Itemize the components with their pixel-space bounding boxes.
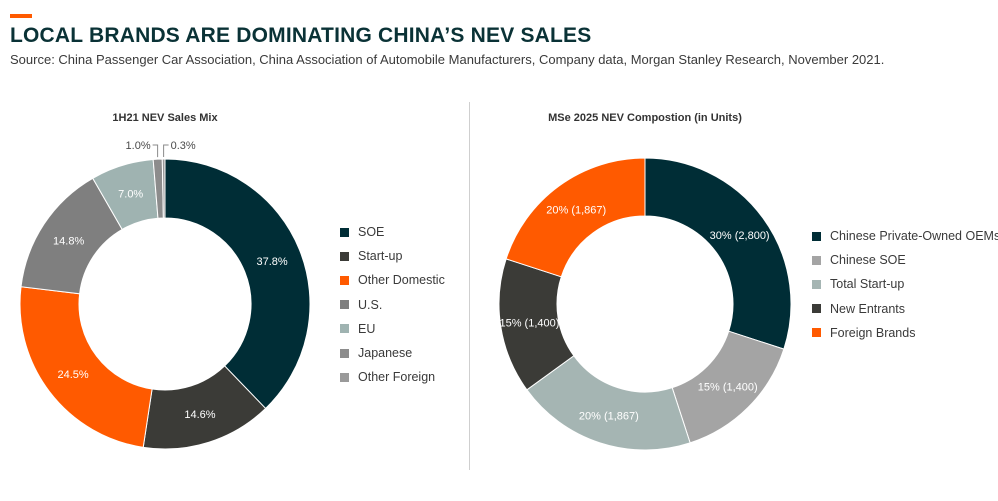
legend-swatch bbox=[812, 279, 821, 289]
data-label-japanese: 1.0% bbox=[126, 140, 151, 152]
legend-label: SOE bbox=[358, 225, 385, 240]
donut-slice-chinese-private-owned-oems bbox=[644, 157, 792, 350]
legend-item-soe: SOE bbox=[340, 220, 445, 244]
legend-swatch bbox=[340, 275, 349, 285]
data-label-new-entrants: 15% (1,400) bbox=[499, 317, 559, 329]
legend-swatch bbox=[340, 348, 349, 358]
data-label-eu: 7.0% bbox=[118, 189, 143, 201]
legend-item-chinese-soe: Chinese SOE bbox=[812, 248, 998, 272]
chart-title-1h21: 1H21 NEV Sales Mix bbox=[112, 112, 218, 124]
legend-item-total-start-up: Total Start-up bbox=[812, 272, 998, 296]
legend-label: Chinese Private-Owned OEMs bbox=[830, 229, 998, 244]
data-label-chinese-soe: 15% (1,400) bbox=[698, 382, 758, 394]
legend-label: EU bbox=[358, 321, 376, 336]
data-label-start-up: 14.6% bbox=[184, 409, 215, 421]
legend-swatch bbox=[812, 255, 821, 265]
legend-label: Start-up bbox=[358, 249, 403, 264]
legend-swatch bbox=[812, 328, 821, 338]
page-title: LOCAL BRANDS ARE DOMINATING CHINA’S NEV … bbox=[10, 24, 592, 47]
data-label-soe: 37.8% bbox=[257, 256, 288, 268]
legend-2025: Chinese Private-Owned OEMs Chinese SOE Tot… bbox=[812, 224, 998, 345]
legend-label: U.S. bbox=[358, 297, 383, 312]
accent-bar bbox=[10, 14, 32, 18]
legend-item-other-foreign: Other Foreign bbox=[340, 365, 445, 389]
legend-label: Other Foreign bbox=[358, 370, 436, 385]
donut-slice-other-foreign bbox=[161, 158, 166, 219]
legend-item-chinese-private-owned-oems: Chinese Private-Owned OEMs bbox=[812, 224, 998, 248]
source-note: Source: China Passenger Car Association,… bbox=[10, 52, 885, 67]
data-label-chinese-private-owned-oems: 30% (2,800) bbox=[710, 230, 770, 242]
legend-item-foreign-brands: Foreign Brands bbox=[812, 321, 998, 345]
data-label-total-start-up: 20% (1,867) bbox=[579, 410, 639, 422]
legend-1h21: SOE Start-up Other Domestic U.S. EU Japanese O… bbox=[340, 220, 445, 389]
legend-label: Chinese SOE bbox=[830, 253, 906, 268]
data-label-other-foreign: 0.3% bbox=[171, 140, 196, 152]
legend-label: Japanese bbox=[358, 346, 413, 361]
data-label-other-domestic: 24.5% bbox=[57, 369, 88, 381]
leader-line-other-foreign bbox=[163, 144, 169, 158]
donut-slice-soe bbox=[164, 158, 311, 410]
donut-slice-other-domestic bbox=[19, 286, 153, 448]
legend-label: Foreign Brands bbox=[830, 325, 916, 340]
legend-swatch bbox=[340, 372, 349, 382]
data-label-foreign-brands: 20% (1,867) bbox=[546, 204, 606, 216]
legend-item-new-entrants: New Entrants bbox=[812, 297, 998, 321]
donut-slice-foreign-brands bbox=[505, 157, 646, 278]
legend-item-u-s: U.S. bbox=[340, 293, 445, 317]
chart-title-2025: MSe 2025 NEV Compostion (in Units) bbox=[548, 112, 742, 124]
legend-item-start-up: Start-up bbox=[340, 244, 445, 268]
legend-swatch bbox=[812, 304, 821, 314]
legend-swatch bbox=[340, 251, 349, 261]
legend-swatch bbox=[340, 324, 349, 334]
legend-item-eu: EU bbox=[340, 317, 445, 341]
leader-line-japanese bbox=[152, 144, 159, 158]
legend-item-japanese: Japanese bbox=[340, 341, 445, 365]
legend-label: Other Domestic bbox=[358, 273, 445, 288]
legend-swatch bbox=[340, 227, 349, 237]
legend-label: Total Start-up bbox=[830, 277, 905, 292]
chart-divider bbox=[469, 102, 470, 470]
legend-item-other-domestic: Other Domestic bbox=[340, 268, 445, 292]
legend-label: New Entrants bbox=[830, 301, 906, 316]
legend-swatch bbox=[812, 231, 821, 241]
legend-swatch bbox=[340, 300, 349, 310]
data-label-u-s: 14.8% bbox=[53, 235, 84, 247]
